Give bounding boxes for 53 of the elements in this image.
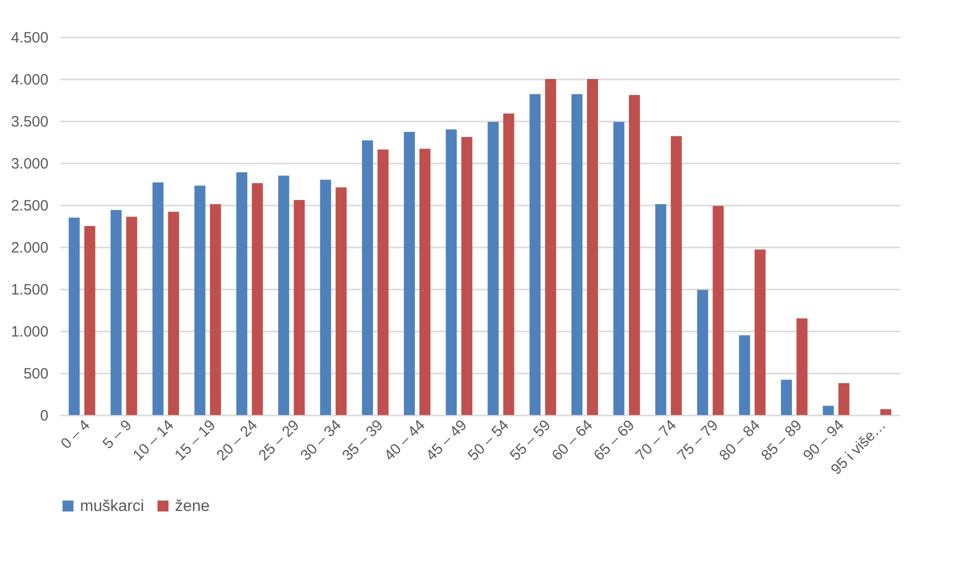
bar	[152, 182, 164, 415]
bar	[194, 186, 206, 415]
bar	[419, 148, 430, 415]
bar	[670, 136, 682, 415]
bar	[503, 113, 514, 415]
bar	[252, 183, 263, 415]
bar	[84, 226, 96, 415]
bar	[236, 172, 248, 415]
bar	[210, 204, 221, 415]
bar	[613, 122, 624, 415]
y-tick-label: 3.500	[10, 114, 48, 130]
bar	[446, 129, 457, 415]
bar	[822, 406, 834, 415]
bar	[545, 79, 556, 415]
y-tick-label: 500	[23, 366, 48, 382]
bar	[628, 94, 640, 415]
bar	[294, 200, 305, 415]
y-tick-label: 1.000	[10, 324, 48, 340]
y-tick-label: 4.500	[10, 30, 48, 46]
bar	[655, 204, 666, 415]
legend-label: žene	[175, 498, 210, 515]
bar	[712, 206, 724, 415]
bar	[68, 218, 80, 415]
bar	[320, 180, 332, 415]
bar	[488, 122, 499, 415]
bar	[336, 187, 347, 415]
bar	[461, 136, 472, 415]
bar	[126, 216, 138, 415]
legend-label: muškarci	[80, 498, 144, 515]
bar	[587, 79, 598, 415]
y-tick-label: 0	[40, 408, 48, 424]
bar	[530, 94, 541, 415]
bar	[362, 140, 373, 415]
x-tick-label: 0 – 4	[58, 416, 94, 452]
bar	[697, 290, 708, 415]
bar	[796, 318, 808, 415]
bar	[404, 132, 415, 415]
bar	[780, 380, 792, 415]
bar	[110, 210, 122, 415]
bar	[880, 409, 892, 415]
bar	[168, 212, 180, 415]
y-tick-label: 1.500	[10, 282, 48, 298]
bar	[378, 150, 389, 415]
y-tick-label: 2.000	[10, 240, 48, 256]
bar	[754, 250, 766, 415]
x-tick-label: 5 – 9	[100, 416, 136, 452]
y-tick-label: 2.500	[10, 198, 48, 214]
y-tick-label: 4.000	[10, 72, 48, 88]
bar	[838, 383, 850, 415]
bar	[739, 335, 750, 415]
y-tick-label: 3.000	[10, 156, 48, 172]
bar	[278, 176, 290, 415]
bar	[571, 94, 582, 415]
